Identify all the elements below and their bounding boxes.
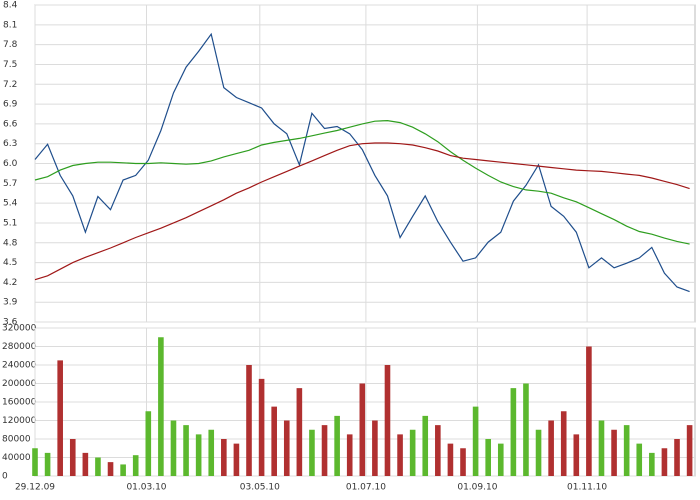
volume-bar [497, 443, 504, 476]
y-tick-label: 5.1 [3, 218, 17, 228]
volume-bar [283, 420, 290, 476]
volume-bar [573, 434, 580, 476]
volume-bar [447, 443, 454, 476]
y-tick-label: 40000 [2, 453, 31, 463]
volume-bar [183, 425, 189, 476]
y-tick-label: 6.6 [3, 119, 18, 129]
y-tick-label: 6.0 [3, 159, 18, 169]
volume-bar [195, 434, 202, 476]
x-tick-label: 01.07.10 [346, 483, 386, 493]
volume-bar [409, 429, 416, 476]
x-tick-label: 29.12.09 [15, 483, 55, 493]
volume-bar [397, 434, 403, 476]
y-tick-label: 6.3 [3, 139, 17, 149]
volume-bar [674, 439, 680, 476]
volume-bar [95, 457, 101, 476]
volume-bar [258, 378, 265, 476]
volume-bar [82, 452, 89, 476]
volume-bar [598, 420, 605, 476]
x-tick-label: 01.09.10 [457, 483, 497, 493]
y-tick-label: 280000 [2, 342, 37, 352]
volume-bar [334, 415, 340, 476]
y-tick-label: 7.2 [3, 80, 17, 90]
volume-bar [145, 411, 152, 476]
volume-bar [309, 429, 315, 476]
volume-bar [460, 448, 466, 476]
y-tick-label: 7.8 [3, 40, 18, 50]
volume-bar [636, 443, 643, 476]
x-tick-label: 03.05.10 [240, 483, 280, 493]
volume-bar [296, 388, 303, 476]
volume-bar [132, 455, 139, 476]
y-tick-label: 4.8 [3, 238, 18, 248]
y-tick-label: 160000 [2, 398, 37, 408]
volume-bar [346, 434, 353, 476]
price-line [34, 119, 690, 245]
volume-bar [384, 365, 391, 476]
volume-bar [32, 448, 38, 476]
y-tick-label: 4.2 [3, 278, 17, 288]
volume-bar [510, 388, 517, 476]
volume-bar [372, 420, 378, 476]
volume-bar [535, 429, 542, 476]
volume-bar [485, 439, 491, 476]
y-tick-label: 6.9 [3, 100, 18, 110]
volume-bar [523, 383, 529, 476]
volume-bar [586, 346, 592, 476]
volume-bar [158, 337, 164, 476]
price-line [34, 32, 690, 293]
volume-bar [435, 425, 441, 476]
x-tick-label: 01.03.10 [126, 483, 166, 493]
volume-bar [548, 420, 554, 476]
volume-bar [359, 383, 366, 476]
volume-bar [686, 425, 693, 476]
volume-bar [661, 448, 668, 476]
volume-bar [120, 464, 126, 476]
y-tick-label: 3.6 [3, 318, 18, 328]
y-tick-label: 5.4 [3, 199, 18, 209]
y-tick-label: 240000 [2, 361, 37, 371]
volume-bar [271, 406, 277, 476]
y-tick-label: 7.5 [3, 60, 17, 70]
price-line [34, 142, 690, 281]
volume-bar [422, 415, 429, 476]
y-tick-label: 8.4 [3, 1, 18, 11]
y-tick-label: 320000 [2, 324, 37, 334]
x-tick-label: 01.11.10 [567, 483, 607, 493]
volume-bar [44, 452, 51, 476]
y-tick-label: 5.7 [3, 179, 17, 189]
volume-bar [649, 452, 655, 476]
y-tick-label: 8.1 [3, 20, 17, 30]
volume-bar [560, 411, 567, 476]
volume-bar [472, 406, 479, 476]
volume-bar [321, 425, 328, 476]
y-tick-label: 3.9 [3, 298, 18, 308]
volume-bar [623, 425, 630, 476]
y-tick-label: 80000 [2, 435, 31, 445]
volume-bar [170, 420, 177, 476]
y-tick-label: 120000 [2, 416, 37, 426]
volume-bar [107, 462, 114, 476]
y-tick-label: 4.5 [3, 258, 17, 268]
y-tick-label: 200000 [2, 379, 37, 389]
volume-bar [233, 443, 240, 476]
volume-bar [57, 360, 63, 476]
volume-bar [221, 439, 227, 476]
volume-bar [69, 439, 76, 476]
volume-bar [246, 365, 252, 476]
y-tick-label: 0 [2, 472, 8, 482]
volume-bar [611, 429, 617, 476]
volume-bar [208, 429, 215, 476]
